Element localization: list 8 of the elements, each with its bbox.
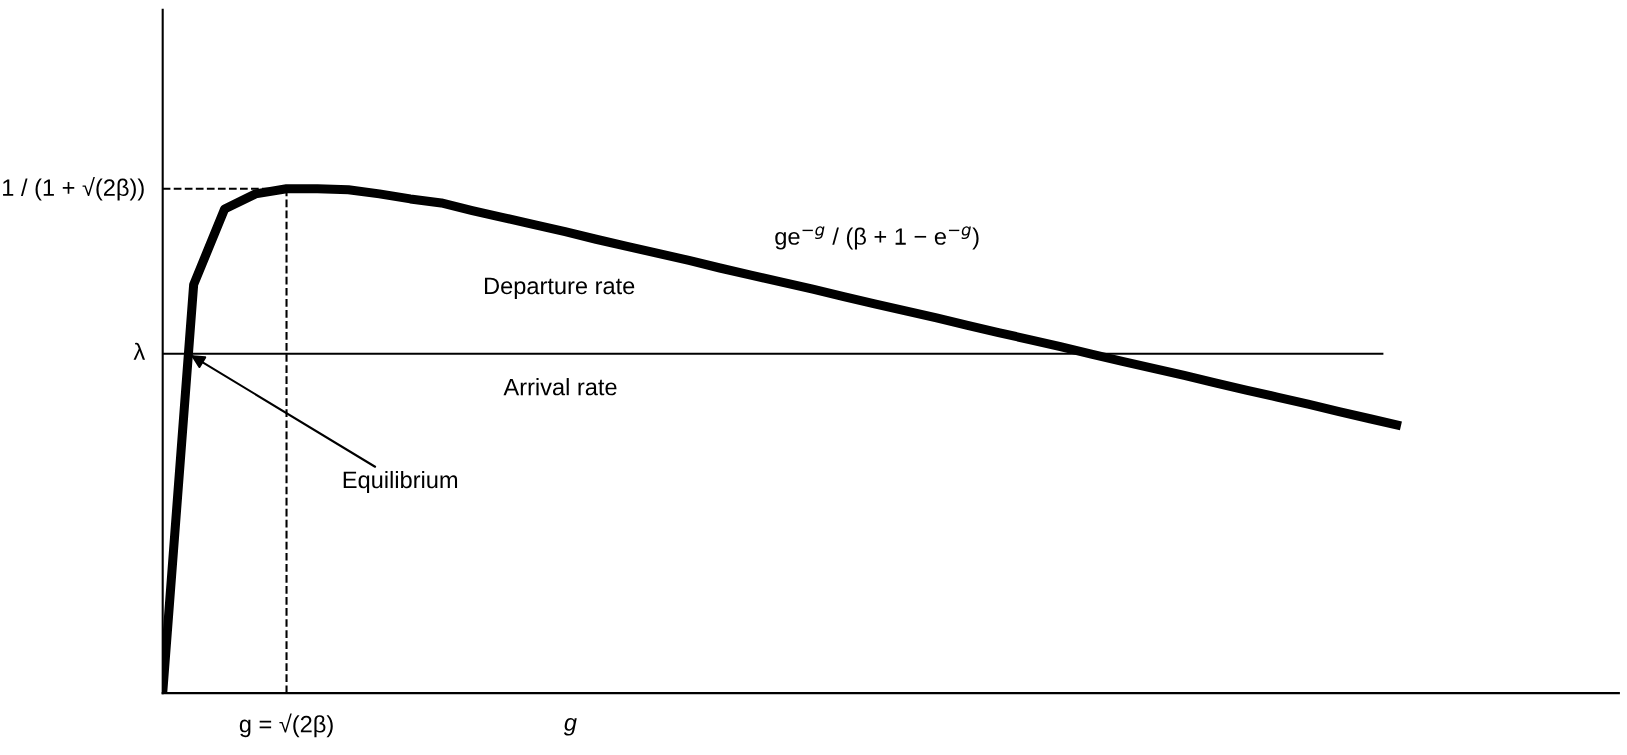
text: g = √(2β) bbox=[239, 713, 333, 738]
annotation: Departure rate bbox=[484, 277, 635, 299]
ref-line-label: λ bbox=[133, 342, 146, 360]
annotation: ge$^{−g}$ / (β + 1 − e$^{−g}$) bbox=[775, 226, 979, 250]
annotation: Equilibrium bbox=[343, 470, 458, 493]
ref-line-label: 1 / (1 + √(2β)) bbox=[3, 177, 144, 201]
x-axis-title: g bbox=[563, 718, 577, 736]
annotation: Arrival rate bbox=[503, 378, 617, 396]
